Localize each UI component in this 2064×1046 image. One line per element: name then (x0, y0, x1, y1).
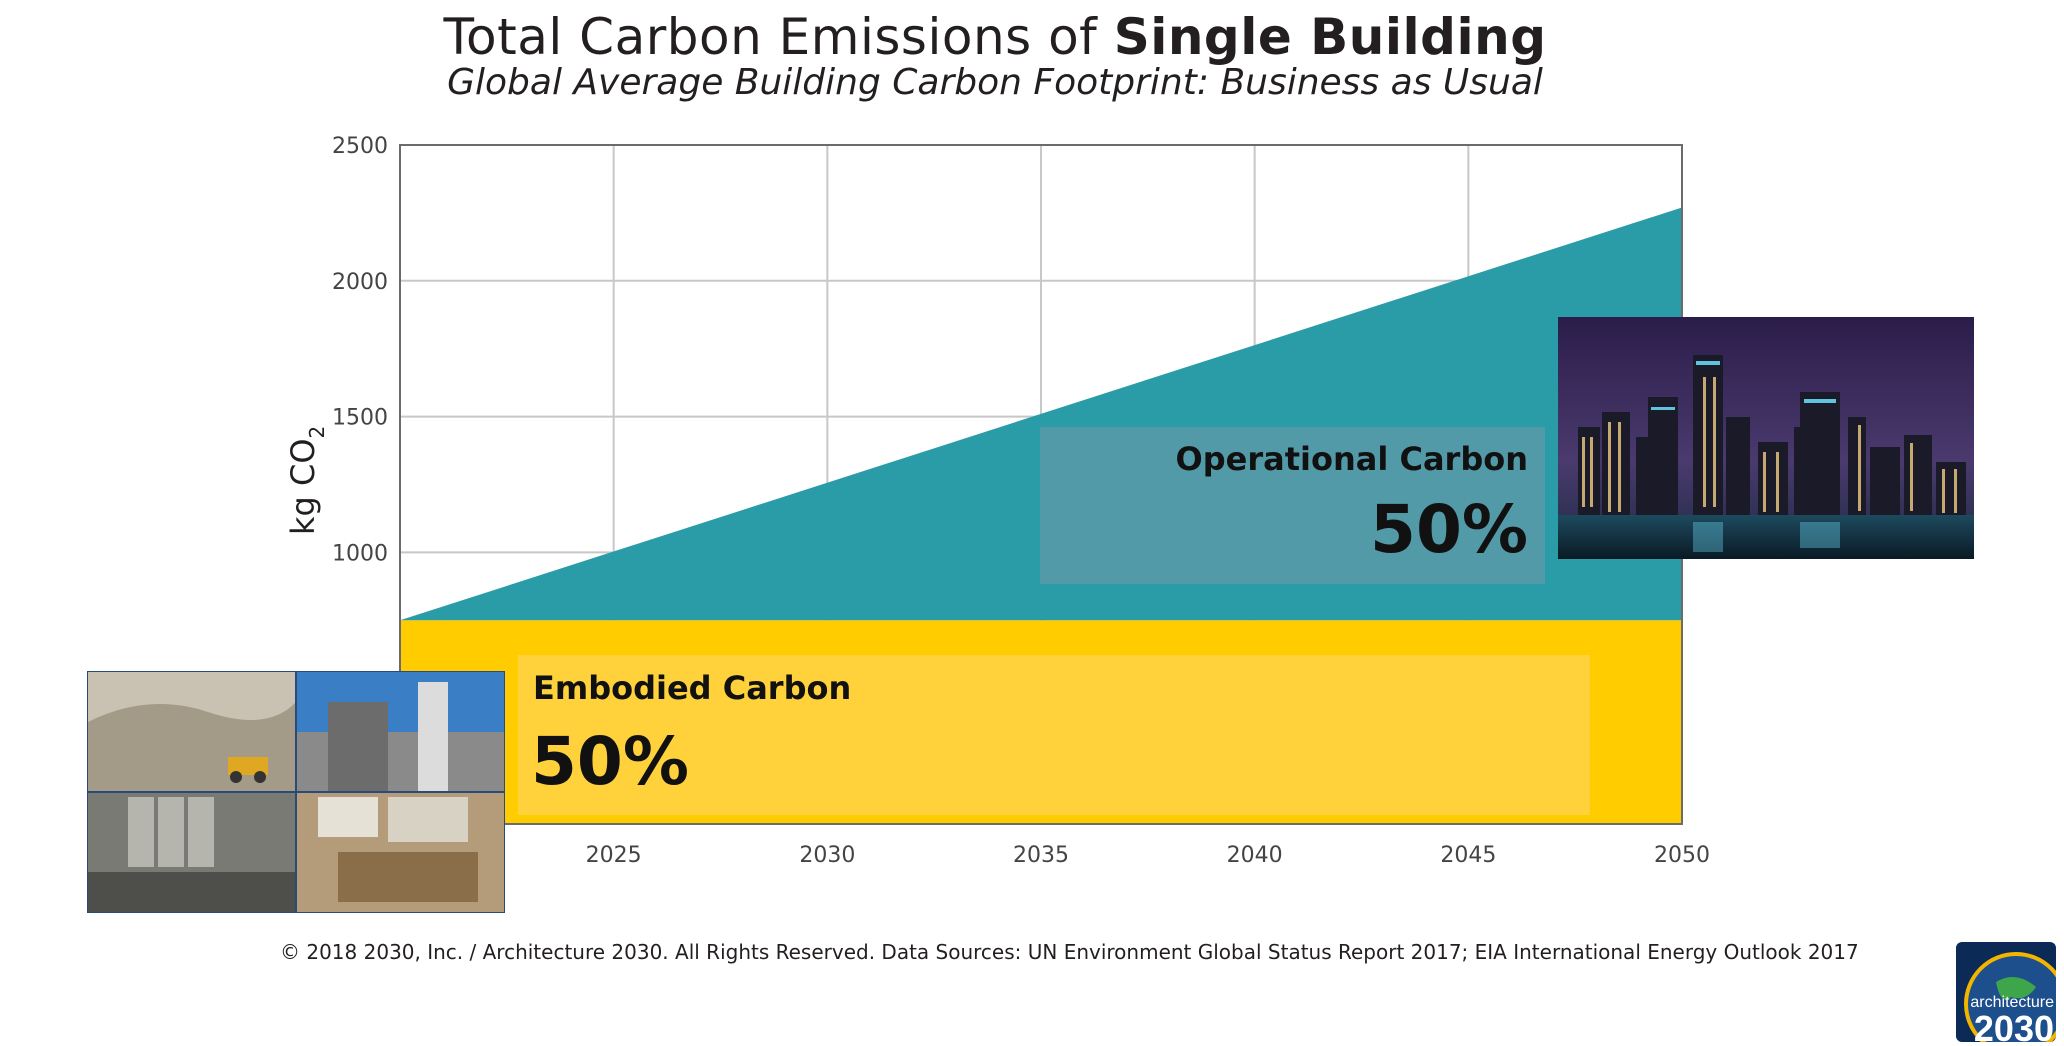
chart-title: Total Carbon Emissions of Single Buildin… (0, 8, 1990, 66)
y-axis-label: kg CO2 (284, 426, 329, 535)
city-skyline-photo (1558, 317, 1974, 559)
chart-title-bold: Single Building (1113, 8, 1547, 66)
y-tick-label-2500: 2500 (332, 134, 388, 159)
operational-label-box (1040, 427, 1545, 584)
x-tick-label-2025: 2025 (586, 843, 642, 868)
architecture-2030-logo: architecture 2030 (1956, 942, 2056, 1042)
x-tick-label-2035: 2035 (1013, 843, 1069, 868)
y-tick-label-1000: 1000 (332, 541, 388, 566)
x-tick-label-2040: 2040 (1227, 843, 1283, 868)
footer-credits: © 2018 2030, Inc. / Architecture 2030. A… (280, 940, 1859, 964)
embodied-label-box (518, 655, 1590, 815)
chart-title-prefix: Total Carbon Emissions of (443, 8, 1114, 66)
chart-subtitle: Global Average Building Carbon Footprint… (447, 62, 1543, 103)
y-tick-label-2000: 2000 (332, 270, 388, 295)
operational-carbon-percent: 50% (1370, 491, 1528, 568)
x-tick-label-2050: 2050 (1654, 843, 1710, 868)
y-axis-label-main: kg CO (284, 438, 322, 535)
y-axis-label-subscript: 2 (305, 426, 329, 439)
x-tick-label-2045: 2045 (1440, 843, 1496, 868)
logo-text-2030: 2030 (1973, 1008, 2054, 1042)
y-tick-label-1500: 1500 (332, 406, 388, 431)
embodied-carbon-label: Embodied Carbon (533, 669, 851, 707)
operational-carbon-label: Operational Carbon (1176, 440, 1528, 478)
embodied-carbon-percent: 50% (531, 723, 689, 800)
x-tick-label-2030: 2030 (799, 843, 855, 868)
logo-text-architecture: architecture (1970, 994, 2054, 1011)
construction-photo-collage (87, 671, 505, 913)
